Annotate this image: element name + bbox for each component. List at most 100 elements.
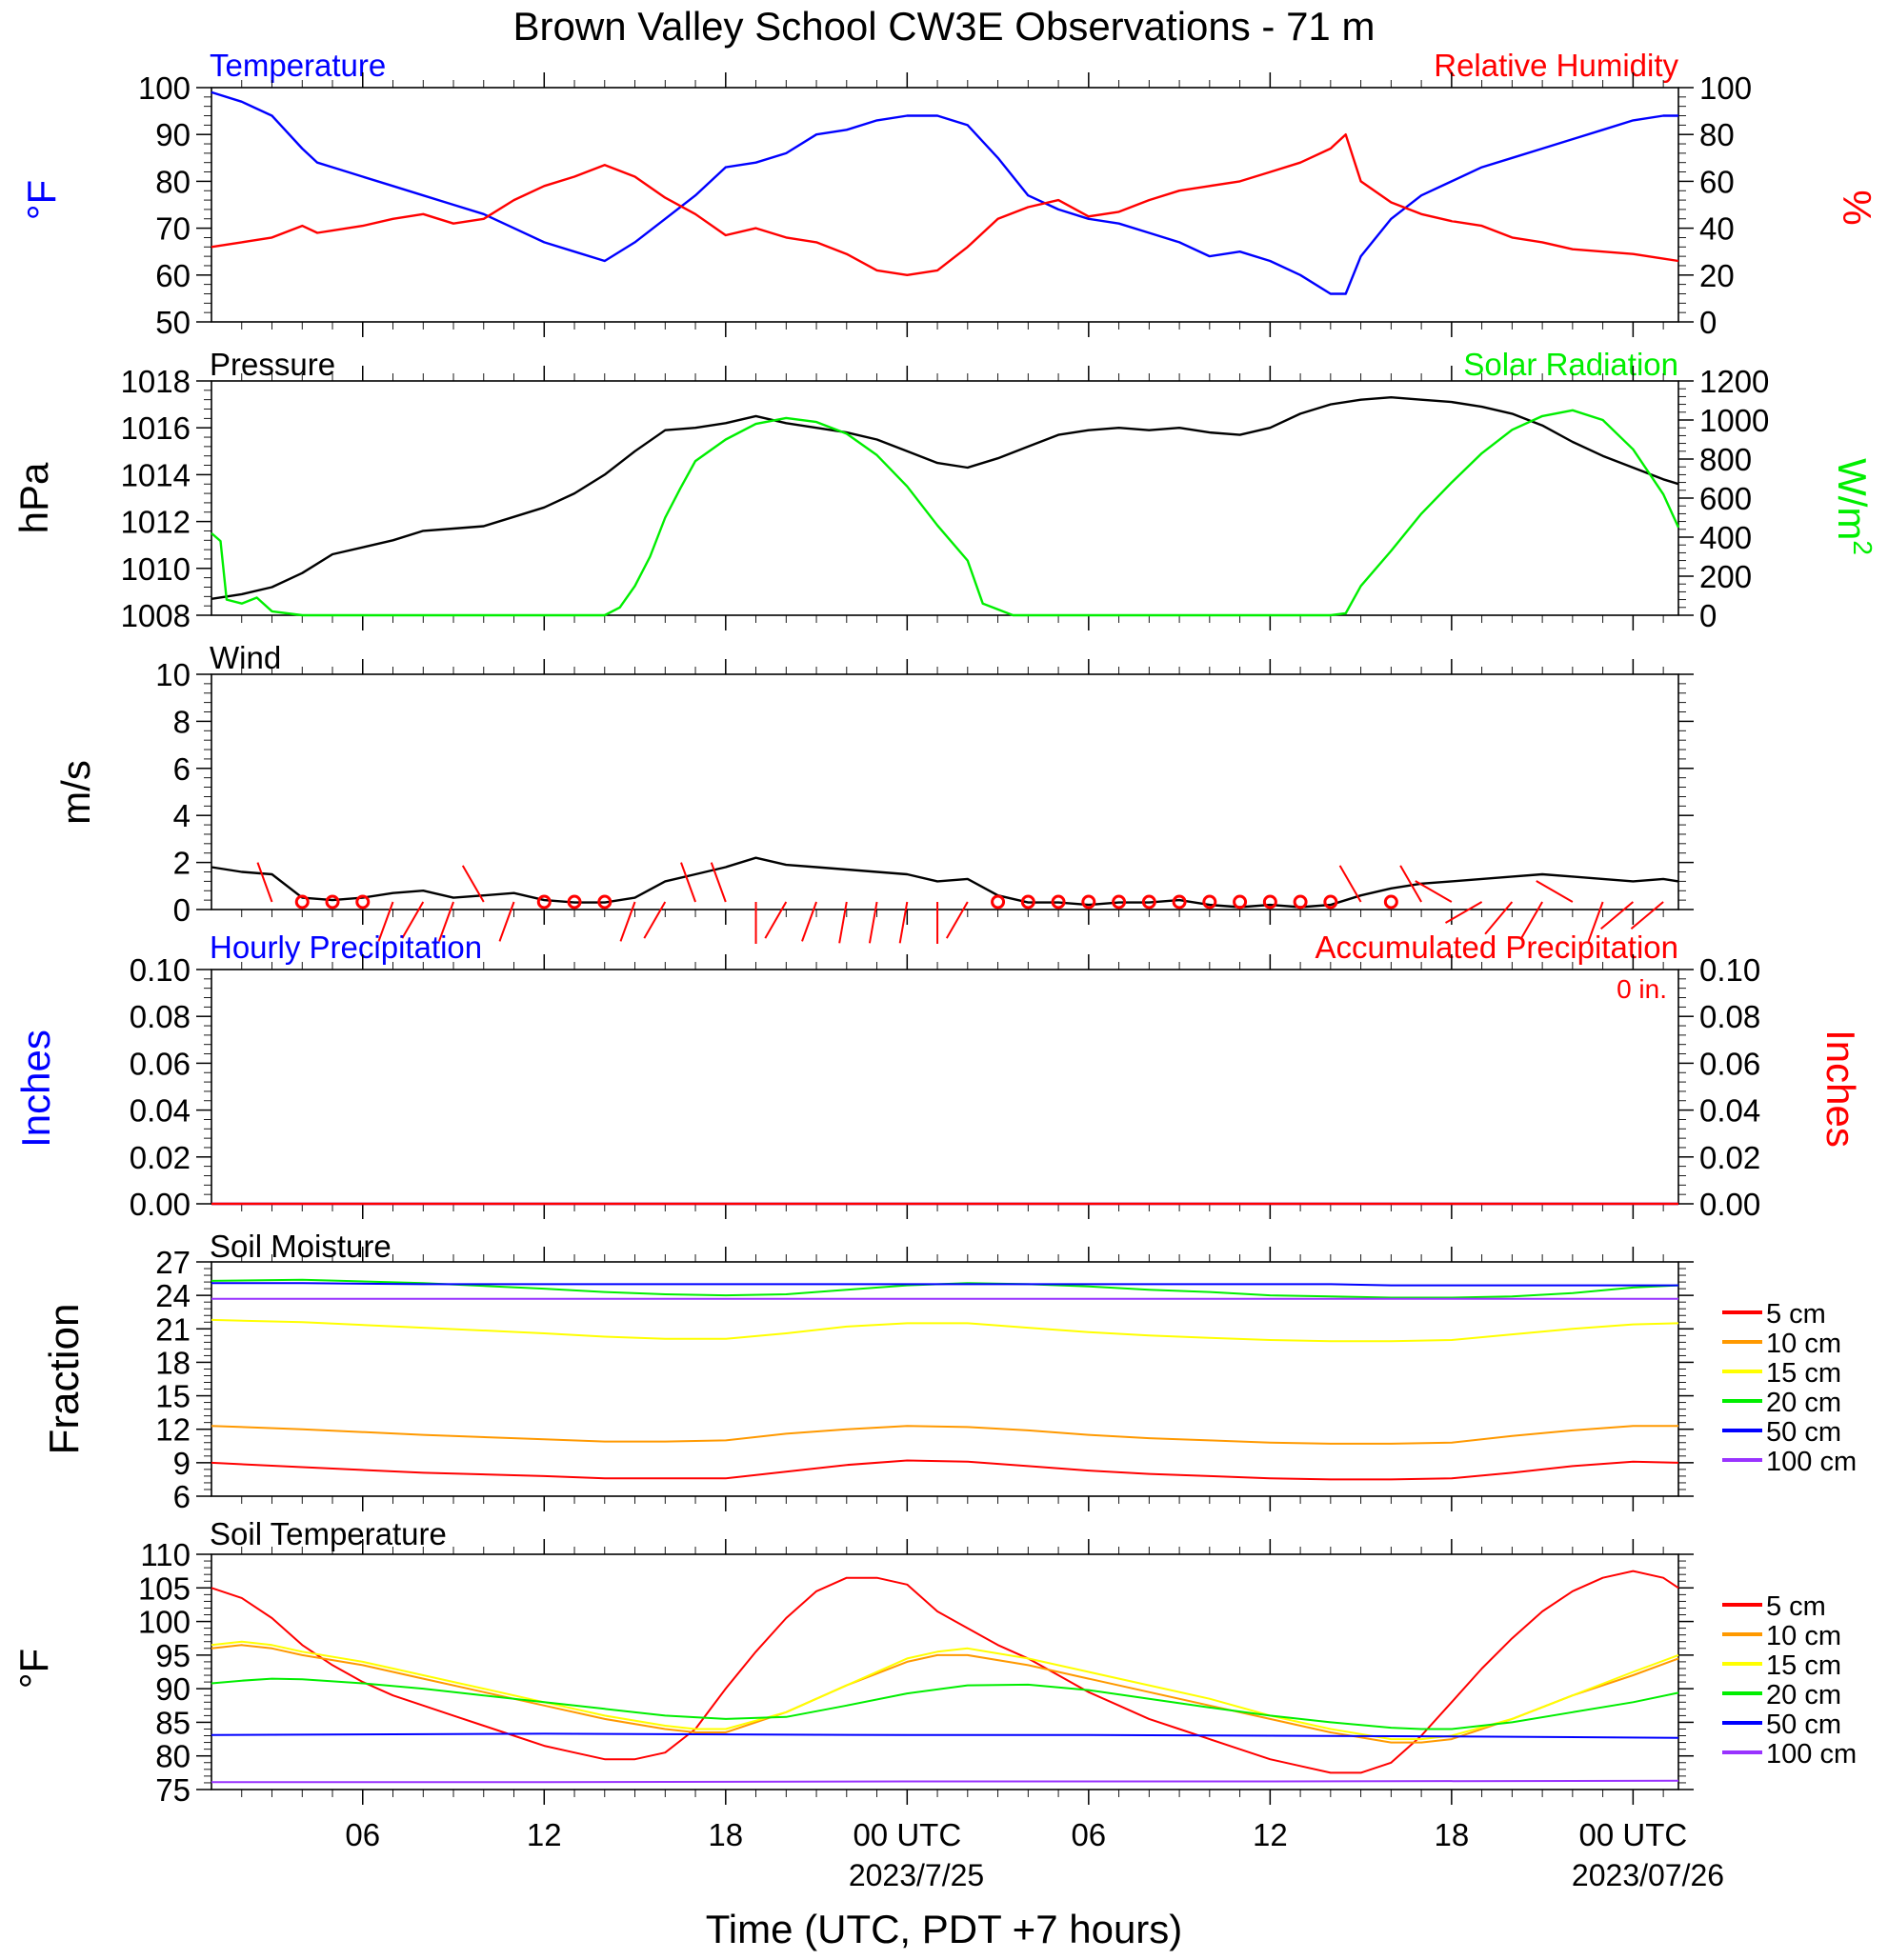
wind-barb-calm	[597, 894, 613, 910]
y-tick-label: 6	[173, 751, 191, 787]
y-tick-label: 1012	[121, 505, 191, 540]
series-relative-humidity	[211, 132, 1679, 276]
wind-barb	[619, 901, 636, 942]
y-tick-label-right: 0.02	[1699, 1140, 1760, 1175]
series-5-cm	[211, 1459, 1679, 1481]
figure-title: Brown Valley School CW3E Observations - …	[513, 4, 1376, 49]
wind-barb	[945, 901, 969, 939]
legend-label: 100 cm	[1766, 1447, 1857, 1477]
series-pressure	[211, 396, 1679, 600]
soil-temperature-axis-label: °F	[11, 1649, 56, 1689]
series-50-cm	[211, 1282, 1678, 1287]
wind-barb-calm	[536, 894, 552, 910]
wind-barb	[461, 865, 485, 903]
y-tick-label-right: 600	[1699, 481, 1752, 516]
y-tick-label-right: 400	[1699, 520, 1752, 555]
wind-barb-calm	[1323, 894, 1338, 910]
soil-moisture-title: Soil Moisture	[210, 1229, 392, 1264]
y-tick-label: 1010	[121, 551, 191, 587]
y-tick-label: 4	[173, 798, 191, 833]
legend-label: 15 cm	[1766, 1650, 1841, 1681]
y-tick-label: 6	[173, 1479, 191, 1514]
hourly-precip-axis-label: Inches	[13, 1030, 58, 1148]
wind-barb-calm	[1081, 894, 1096, 910]
wind-barb-calm	[991, 894, 1006, 910]
x-tick-label: 06	[1071, 1817, 1106, 1852]
x-tick-label: 06	[345, 1817, 380, 1852]
legend-label: 100 cm	[1766, 1739, 1857, 1770]
wind-barb-calm	[355, 894, 371, 910]
y-tick-label: 90	[155, 117, 191, 152]
series-temperature	[211, 90, 1678, 295]
wind-barb-calm	[325, 894, 340, 910]
accum-precip-title: Accumulated Precipitation	[1315, 930, 1678, 965]
y-tick-label: 0.06	[130, 1046, 191, 1081]
y-tick-label: 75	[155, 1772, 191, 1808]
series-5-cm	[211, 1570, 1679, 1774]
y-tick-label: 0.02	[130, 1140, 191, 1175]
y-tick-label: 95	[155, 1638, 191, 1673]
humidity-axis-label: %	[1835, 190, 1879, 225]
wind-barb	[801, 901, 817, 942]
legend-label: 20 cm	[1766, 1388, 1841, 1418]
wind-barb-calm	[1262, 894, 1277, 910]
legend-label: 10 cm	[1766, 1621, 1841, 1651]
plot-frame	[211, 673, 1679, 910]
series-100-cm	[211, 1779, 1679, 1784]
y-tick-label: 21	[155, 1311, 191, 1347]
x-tick-label: 00 UTC	[1579, 1817, 1688, 1852]
wind-barb	[1445, 901, 1483, 924]
humidity-title: Relative Humidity	[1434, 48, 1678, 83]
wind-barb	[838, 901, 848, 944]
y-tick-label: 50	[155, 305, 191, 340]
wind-barb	[898, 901, 909, 944]
x-tick-label: 00 UTC	[853, 1817, 961, 1852]
y-tick-label: 60	[155, 258, 191, 293]
wind-barb	[1600, 901, 1635, 930]
y-tick-label: 0.04	[130, 1093, 191, 1129]
wind-barb	[868, 901, 878, 944]
soil-temperature-title: Soil Temperature	[210, 1516, 447, 1551]
pressure-title: Pressure	[210, 347, 335, 382]
legend-label: 20 cm	[1766, 1680, 1841, 1710]
pressure-axis-label: hPa	[11, 462, 56, 533]
x-tick-label: 18	[708, 1817, 743, 1852]
wind-barb	[256, 862, 273, 903]
y-tick-label: 85	[155, 1705, 191, 1740]
wind-barb-calm	[1383, 894, 1398, 910]
wind-barb	[377, 901, 394, 942]
wind-barb-calm	[1112, 894, 1127, 910]
y-tick-label: 10	[155, 657, 191, 692]
legend-label: 5 cm	[1766, 1299, 1826, 1330]
accum-precip-total: 0 in.	[1617, 974, 1667, 1004]
y-tick-label-right: 0.06	[1699, 1046, 1760, 1081]
temperature-humidity-panel: Temperature Relative Humidity °F % 50 60 7…	[19, 48, 1879, 340]
date-label-2: 2023/07/26	[1572, 1858, 1724, 1892]
y-tick-label: 9	[173, 1446, 191, 1481]
y-tick-label: 1014	[121, 457, 191, 492]
series-15-cm	[211, 1640, 1679, 1741]
wind-barb-calm	[1020, 894, 1035, 910]
y-tick-label: 70	[155, 211, 191, 247]
y-tick-label: 110	[140, 1537, 191, 1572]
y-tick-label-right: 0.10	[1699, 952, 1760, 988]
y-tick-label-right: 100	[1699, 70, 1752, 106]
precipitation-panel: Hourly Precipitation Accumulated Precipi…	[13, 930, 1863, 1222]
series-wind	[211, 856, 1679, 909]
wind-barb	[764, 901, 788, 939]
series-10-cm	[211, 1644, 1679, 1744]
y-tick-label-right: 0.08	[1699, 999, 1760, 1034]
x-axis-title: Time (UTC, PDT +7 hours)	[706, 1907, 1183, 1951]
wind-panel: Wind m/s 0 2 4 6 8 10	[53, 640, 1694, 944]
legend-label: 10 cm	[1766, 1329, 1841, 1359]
y-tick-label: 27	[155, 1245, 191, 1280]
legend-label: 5 cm	[1766, 1591, 1826, 1622]
y-tick-label-right: 0.00	[1699, 1187, 1760, 1222]
wind-barb	[1415, 880, 1453, 903]
y-tick-label: 105	[138, 1570, 191, 1606]
y-tick-label: 1016	[121, 410, 191, 446]
plot-frame	[211, 1553, 1679, 1790]
accum-precip-axis-label: Inches	[1818, 1030, 1863, 1148]
